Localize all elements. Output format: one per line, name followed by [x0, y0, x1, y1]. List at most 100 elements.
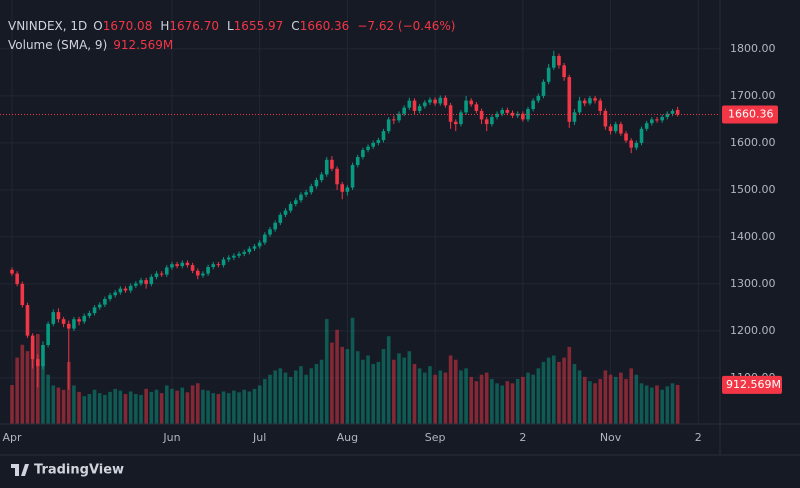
candle-body: [412, 100, 417, 111]
candle-body: [453, 121, 458, 125]
volume-bar: [201, 389, 205, 424]
candle-body: [77, 319, 81, 322]
candle-body: [392, 119, 396, 121]
x-tick-label: Jun: [162, 431, 180, 444]
volume-bar: [510, 383, 515, 424]
volume-bar: [366, 355, 370, 424]
candle-body: [25, 305, 30, 336]
candle-body: [536, 95, 541, 101]
volume-bar: [66, 361, 71, 424]
volume-bar: [165, 385, 169, 424]
volume-bar: [541, 361, 546, 424]
volume-bar: [206, 390, 210, 424]
candle-body: [361, 149, 365, 158]
volume-bar: [629, 368, 633, 424]
y-tick-label: 1200.00: [730, 324, 776, 337]
candle-body: [490, 117, 494, 125]
ohlc-key: C: [291, 19, 299, 33]
volume-bar: [330, 342, 334, 424]
candle-body: [252, 246, 257, 249]
candle-body: [345, 187, 350, 192]
volume-bar: [572, 364, 577, 424]
candle-body: [72, 319, 76, 329]
volume-bar: [216, 394, 221, 424]
volume-bar: [97, 393, 102, 424]
candle-body: [572, 112, 577, 122]
volume-bar: [562, 357, 566, 424]
volume-bar: [433, 374, 437, 424]
candle-body: [190, 265, 195, 271]
candle-body: [257, 242, 262, 247]
volume-bar: [61, 389, 66, 424]
candle-body: [603, 110, 608, 127]
y-tick-label: 1500.00: [730, 183, 776, 196]
symbol: VNINDEX, 1D: [8, 19, 87, 33]
volume-bar: [350, 317, 355, 424]
volume-bar: [484, 372, 489, 424]
candle-body: [216, 264, 221, 266]
candle-body: [593, 98, 597, 101]
volume-bar: [417, 368, 422, 424]
candle-body: [479, 110, 484, 120]
candle-body: [139, 280, 143, 284]
ohlc-value: 1670.08: [103, 19, 153, 33]
candle-body: [613, 124, 618, 132]
volume-bar: [180, 387, 185, 424]
candle-body: [247, 248, 252, 252]
candle-body: [144, 280, 148, 284]
candle-body: [242, 251, 246, 254]
candle-body: [335, 168, 339, 185]
volume-bar: [412, 364, 417, 424]
volume-bar: [51, 385, 56, 424]
candle-body: [386, 119, 391, 132]
ohlc-value: 1676.70: [169, 19, 219, 33]
volume-title: Volume (SMA, 9): [8, 38, 107, 52]
volume-bar: [128, 391, 133, 424]
candle-body: [273, 222, 277, 230]
candle-body: [201, 273, 205, 276]
ohlc-key: L: [227, 19, 234, 33]
volume-pane: [10, 317, 680, 424]
candle-body: [366, 146, 370, 150]
candle-body: [30, 335, 35, 360]
volume-bar: [263, 379, 267, 424]
candle-body: [56, 312, 61, 320]
volume-bar: [247, 391, 252, 424]
last-price-badge: [722, 105, 778, 124]
volume-bar: [175, 390, 179, 424]
volume-bar: [526, 372, 530, 424]
volume-bar: [474, 381, 479, 424]
candle-body: [582, 100, 587, 104]
volume-bar: [268, 374, 272, 424]
volume-bar: [361, 359, 365, 424]
candle-body: [309, 186, 314, 193]
candle-body: [211, 264, 216, 267]
volume-bar: [397, 353, 401, 424]
candle-body: [624, 133, 628, 141]
candle-body: [350, 164, 355, 188]
candle-body: [474, 104, 479, 111]
volume-bar: [232, 390, 236, 424]
candle-body: [634, 142, 639, 148]
volume-bar: [355, 351, 360, 424]
volume-bar: [299, 366, 303, 424]
candle-body: [495, 113, 499, 118]
candle-body: [608, 126, 613, 132]
brand-logo: TradingView: [11, 463, 124, 478]
volume-bar: [582, 376, 587, 424]
volume-bar: [598, 379, 603, 424]
volume-bar: [608, 374, 613, 424]
candle-body: [531, 100, 535, 110]
candle-body: [552, 55, 556, 68]
candle-body: [159, 273, 164, 275]
volume-header: Volume (SMA, 9) 912.569M: [8, 38, 173, 52]
volume-bar: [500, 385, 504, 424]
volume-bar: [381, 349, 386, 424]
candle-body: [330, 159, 334, 169]
candle-body: [644, 123, 649, 129]
volume-bar: [294, 370, 298, 424]
volume-bar: [577, 370, 582, 424]
volume-bar: [237, 392, 241, 424]
candle-body: [660, 117, 664, 121]
